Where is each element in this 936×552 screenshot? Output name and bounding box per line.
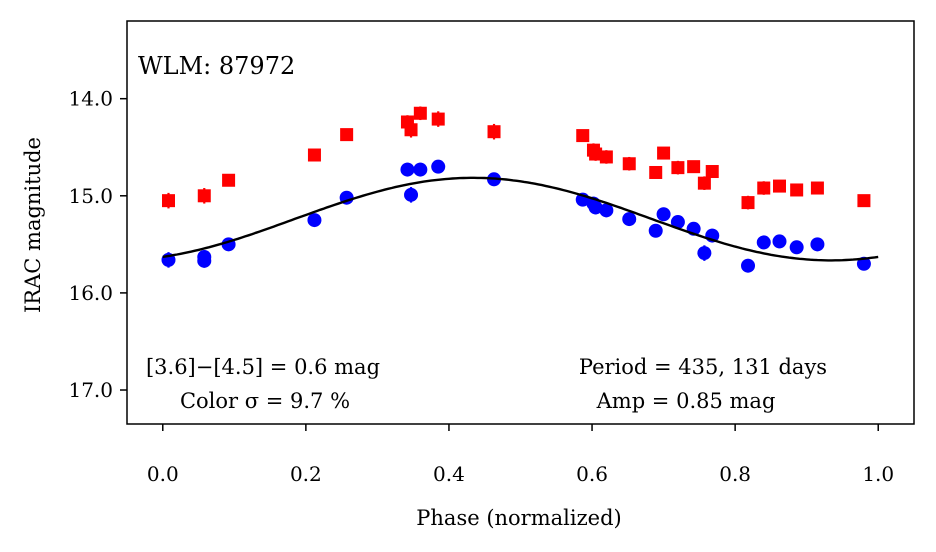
blue-circle-point: [588, 200, 603, 215]
red-square-point: [649, 165, 663, 179]
blue-circle-point: [741, 258, 756, 273]
fit-curve: [162, 176, 879, 262]
blue-circle-point: [307, 213, 322, 228]
red-square-point: [657, 146, 671, 160]
red-square-point: [697, 176, 711, 190]
red-square-point: [487, 125, 501, 139]
red-square-point: [161, 194, 175, 208]
y-tick-label: 14.0: [68, 87, 113, 111]
red-square-point: [404, 123, 418, 137]
blue-circle-point: [648, 223, 663, 238]
period-annotation: Period = 435, 131 days: [579, 355, 827, 379]
blue-circle-point: [670, 215, 685, 230]
y-axis-label: IRAC magnitude: [21, 137, 45, 313]
blue-circle-point: [756, 235, 771, 250]
color-sigma-annotation: Color σ = 9.7 %: [180, 389, 350, 413]
blue-circle-point: [697, 246, 712, 261]
red-square-point: [857, 194, 871, 208]
red-square-point: [772, 179, 786, 193]
x-axis-label: Phase (normalized): [416, 506, 621, 530]
plot-frame: [126, 20, 915, 425]
x-tick-label: 0.6: [576, 462, 608, 486]
blue-circle-point: [431, 159, 446, 174]
blue-circle-point: [413, 162, 428, 177]
y-axis-ticks: 14.0 15.0 16.0 17.0: [68, 87, 127, 402]
red-square-point: [589, 147, 603, 161]
red-square-point: [705, 165, 719, 179]
red-square-point: [307, 148, 321, 162]
red-square-point: [622, 157, 636, 171]
x-tick-label: 0.2: [290, 462, 322, 486]
x-axis-ticks: 0.0 0.2 0.4 0.6 0.8 1.0: [147, 424, 894, 486]
blue-circle-point: [789, 240, 804, 255]
y-tick-label: 17.0: [68, 378, 113, 402]
x-tick-label: 0.4: [433, 462, 465, 486]
red-square-point: [197, 189, 211, 203]
red-square-point: [741, 196, 755, 210]
red-square-point: [599, 150, 613, 164]
amplitude-annotation: Amp = 0.85 mag: [596, 389, 776, 413]
blue-circle-point: [810, 237, 825, 252]
x-tick-label: 1.0: [862, 462, 894, 486]
color-diff-annotation: [3.6]−[4.5] = 0.6 mag: [146, 355, 380, 379]
blue-circle-point: [400, 162, 415, 177]
red-square-point: [431, 112, 445, 126]
red-square-point: [810, 181, 824, 195]
x-tick-label: 0.0: [147, 462, 179, 486]
x-tick-label: 0.8: [719, 462, 751, 486]
red-square-point: [757, 181, 771, 195]
blue-circle-point: [599, 203, 614, 218]
red-square-point: [413, 106, 427, 120]
blue-circle-point: [197, 253, 212, 268]
red-square-point: [222, 173, 236, 187]
y-tick-label: 16.0: [68, 281, 113, 305]
blue-circle-point: [622, 212, 637, 227]
red-square-point: [790, 183, 804, 197]
blue-circle-point: [772, 234, 787, 249]
red-square-point: [671, 161, 685, 175]
chart-title: WLM: 87972: [138, 52, 295, 80]
y-tick-label: 15.0: [68, 184, 113, 208]
red-square-point: [340, 128, 354, 142]
red-square-point: [687, 160, 701, 174]
blue-circle-point: [404, 187, 419, 202]
blue-circle-point: [856, 256, 871, 271]
blue-circle-point: [656, 207, 671, 222]
data-points: [161, 106, 871, 273]
red-square-point: [576, 129, 590, 143]
